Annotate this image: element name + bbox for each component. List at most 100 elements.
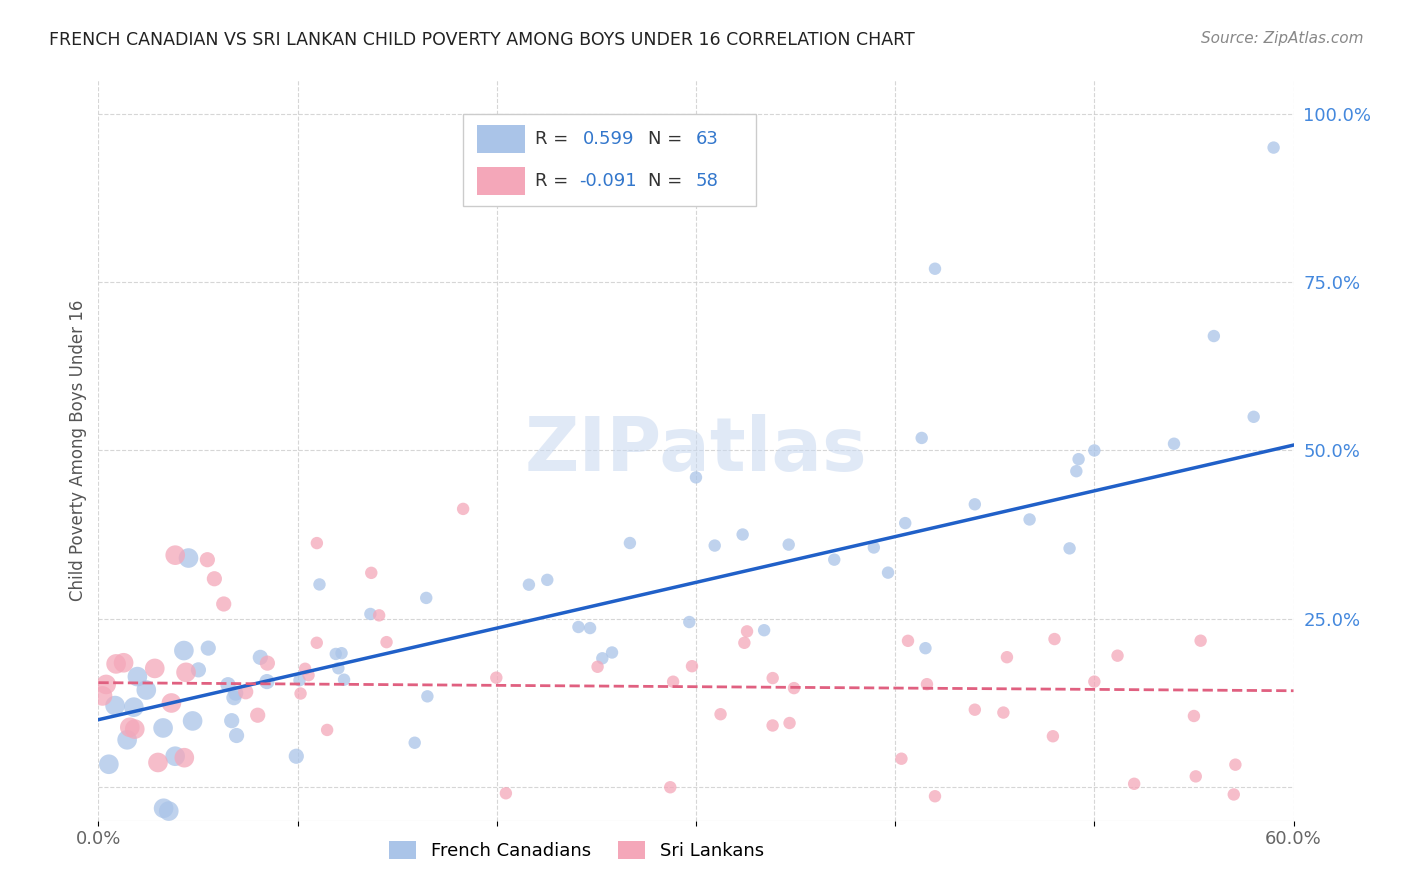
Point: [579, 621, 602, 635]
Legend: French Canadians, Sri Lankans: French Canadians, Sri Lankans: [382, 833, 770, 867]
Text: 63: 63: [696, 129, 718, 148]
Point: [762, 671, 785, 685]
Point: [1223, 788, 1246, 802]
FancyBboxPatch shape: [477, 167, 524, 195]
Point: [659, 780, 682, 795]
Point: [685, 470, 707, 484]
Point: [914, 641, 936, 656]
Point: [993, 706, 1015, 720]
Point: [783, 681, 806, 695]
Text: -0.091: -0.091: [579, 172, 637, 190]
Point: [890, 752, 912, 766]
Point: [963, 703, 986, 717]
Point: [256, 656, 278, 670]
Point: [212, 597, 235, 611]
Text: 0.599: 0.599: [582, 129, 634, 148]
Point: [591, 651, 613, 665]
Point: [779, 716, 801, 731]
Point: [897, 633, 920, 648]
Point: [187, 663, 209, 677]
Point: [1163, 436, 1185, 450]
Point: [619, 536, 641, 550]
Point: [662, 674, 685, 689]
Point: [222, 690, 245, 705]
Point: [288, 673, 311, 688]
Point: [600, 645, 623, 659]
Text: R =: R =: [534, 172, 568, 190]
Point: [517, 577, 540, 591]
Point: [328, 661, 350, 675]
Point: [173, 750, 195, 764]
Point: [1042, 729, 1064, 743]
Point: [97, 757, 120, 772]
Point: [217, 678, 239, 692]
Point: [733, 636, 755, 650]
Point: [1107, 648, 1129, 663]
Point: [325, 647, 347, 661]
Point: [290, 686, 312, 700]
Point: [495, 786, 517, 800]
Point: [1225, 757, 1247, 772]
Point: [316, 723, 339, 737]
Point: [197, 641, 219, 656]
Text: 58: 58: [696, 172, 718, 190]
Point: [924, 261, 946, 276]
FancyBboxPatch shape: [463, 113, 756, 206]
Point: [731, 527, 754, 541]
Point: [1123, 777, 1146, 791]
Point: [104, 698, 127, 713]
Point: [911, 431, 934, 445]
Point: [152, 801, 174, 815]
Point: [249, 650, 271, 665]
Point: [195, 552, 218, 566]
Point: [863, 541, 886, 555]
Point: [1184, 769, 1206, 783]
Point: [877, 566, 900, 580]
Point: [1083, 443, 1105, 458]
Point: [122, 700, 145, 714]
Text: Source: ZipAtlas.com: Source: ZipAtlas.com: [1201, 31, 1364, 46]
Point: [416, 690, 439, 704]
Point: [221, 714, 243, 728]
Point: [294, 662, 316, 676]
Point: [1066, 464, 1088, 478]
Point: [752, 624, 775, 638]
Point: [404, 736, 426, 750]
Point: [1182, 709, 1205, 723]
Point: [202, 572, 225, 586]
Point: [924, 789, 946, 804]
Y-axis label: Child Poverty Among Boys Under 16: Child Poverty Among Boys Under 16: [69, 300, 87, 601]
Point: [681, 659, 703, 673]
Point: [1059, 541, 1081, 556]
Point: [485, 671, 508, 685]
Text: FRENCH CANADIAN VS SRI LANKAN CHILD POVERTY AMONG BOYS UNDER 16 CORRELATION CHAR: FRENCH CANADIAN VS SRI LANKAN CHILD POVE…: [49, 31, 915, 49]
Point: [152, 721, 174, 735]
Point: [181, 714, 204, 728]
Point: [359, 607, 381, 621]
Point: [415, 591, 437, 605]
Point: [536, 573, 558, 587]
Point: [235, 685, 257, 699]
Point: [894, 516, 917, 530]
Point: [285, 749, 308, 764]
Point: [225, 729, 247, 743]
Point: [177, 551, 200, 566]
Text: N =: N =: [648, 172, 682, 190]
Point: [173, 643, 195, 657]
Point: [678, 615, 700, 629]
Text: N =: N =: [648, 129, 682, 148]
Point: [1018, 512, 1040, 526]
Point: [94, 677, 117, 691]
Point: [823, 552, 845, 566]
Point: [308, 577, 330, 591]
Text: ZIPatlas: ZIPatlas: [524, 414, 868, 487]
Point: [1043, 632, 1066, 646]
Point: [127, 670, 149, 684]
Point: [1202, 329, 1225, 343]
Point: [124, 722, 146, 736]
Point: [112, 656, 135, 670]
Text: R =: R =: [534, 129, 568, 148]
Point: [297, 668, 319, 682]
Point: [246, 708, 269, 723]
Point: [174, 665, 197, 680]
